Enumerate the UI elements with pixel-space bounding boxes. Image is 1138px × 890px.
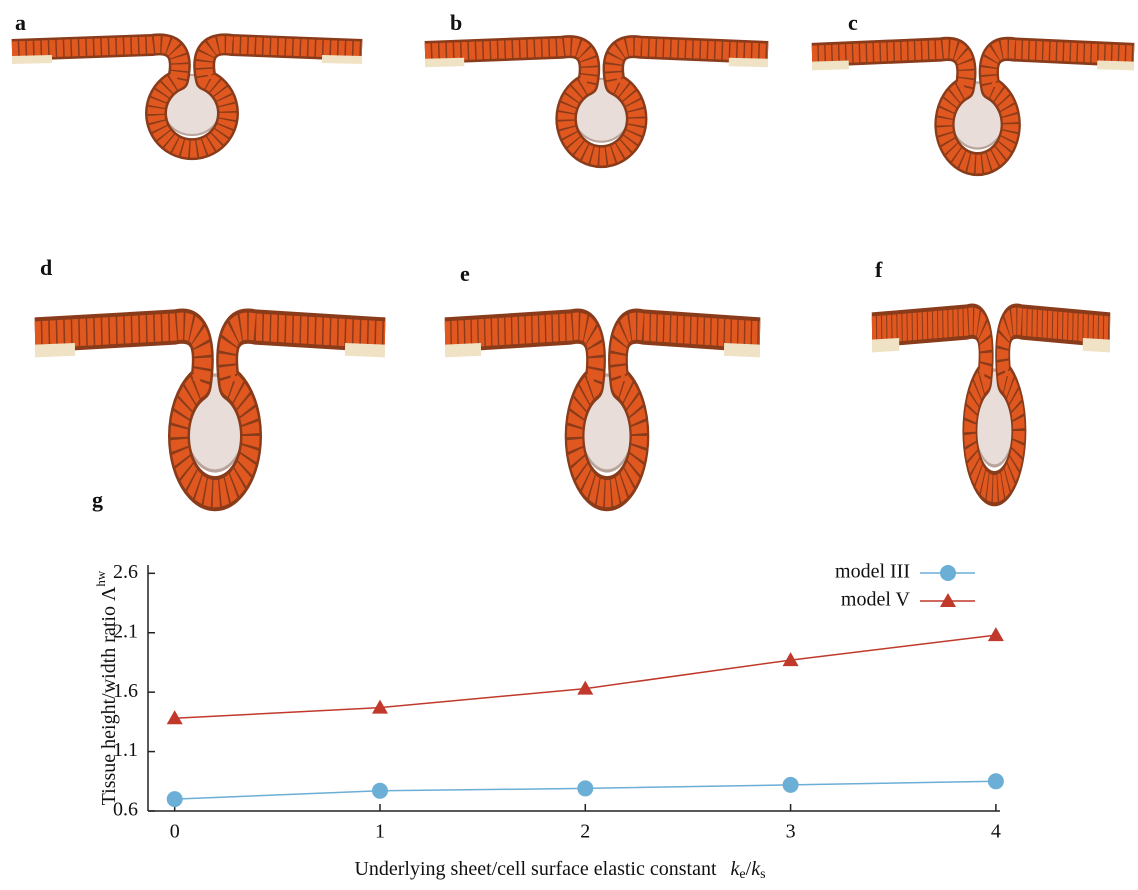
x-tick-label: 2 xyxy=(580,821,590,843)
marker xyxy=(783,777,799,793)
x-tick-label: 4 xyxy=(991,821,1001,843)
legend-label: model V xyxy=(841,589,911,611)
x-tick-label: 0 xyxy=(170,821,180,843)
panel-label: g xyxy=(92,487,103,512)
marker xyxy=(988,773,1004,789)
marker xyxy=(372,783,388,799)
legend-label: model III xyxy=(835,561,910,583)
x-axis-label: Underlying sheet/cell surface elastic co… xyxy=(354,858,765,883)
tissue-images xyxy=(12,44,1134,493)
marker xyxy=(988,627,1004,641)
marker xyxy=(167,791,183,807)
figure: a b c d e f g Tissue height/width ratio … xyxy=(0,0,1138,890)
x-label-text: Underlying sheet/cell surface elastic co… xyxy=(354,858,717,880)
y-tick-label: 0.6 xyxy=(113,799,138,821)
panel-label: d xyxy=(40,255,52,280)
y-tick-label: 1.1 xyxy=(113,739,138,761)
x-label-math: s xyxy=(760,867,765,882)
marker xyxy=(577,780,593,796)
y-tick-label: 2.6 xyxy=(113,561,138,583)
marker xyxy=(940,593,956,607)
series-line xyxy=(175,635,996,718)
marker xyxy=(940,565,956,581)
panel-label: f xyxy=(875,257,883,282)
x-tick-label: 1 xyxy=(375,821,385,843)
x-tick-label: 3 xyxy=(786,821,796,843)
y-label-sup: hw xyxy=(93,570,108,587)
y-tick-label: 1.6 xyxy=(113,680,138,702)
panel-label: c xyxy=(848,10,858,35)
panel-label: e xyxy=(460,261,470,286)
panel-label: a xyxy=(15,10,26,35)
panel-label: b xyxy=(450,10,462,35)
y-tick-label: 2.1 xyxy=(113,620,138,642)
